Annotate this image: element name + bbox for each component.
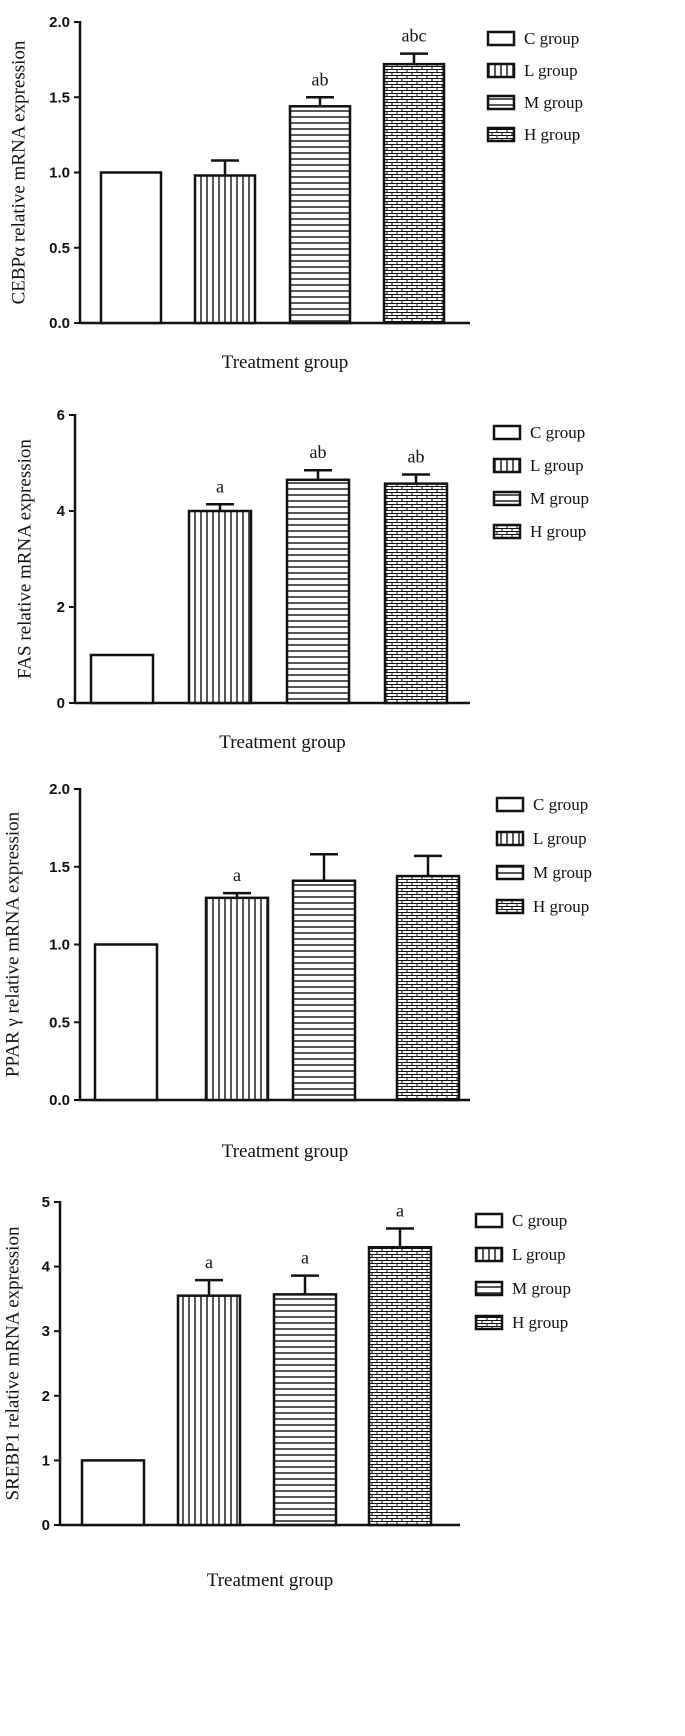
- bar-h-group: [383, 482, 449, 705]
- significance-label-h-group: abc: [402, 26, 427, 46]
- y-tick-label: 2.0: [49, 781, 70, 798]
- legend-label-l-group: L group: [524, 61, 578, 80]
- significance-label-l-group: a: [233, 865, 241, 885]
- bar-m-group: [272, 1293, 338, 1527]
- x-axis-title: Treatment group: [219, 732, 345, 753]
- legend-swatch-m-group: [474, 1280, 504, 1297]
- legend-swatch-h-group: [474, 1314, 504, 1331]
- y-tick-label: 0.5: [49, 1014, 70, 1031]
- bar-h-group: [382, 62, 446, 325]
- bar-m-group: [291, 879, 357, 1102]
- legend-label-m-group: M group: [524, 93, 583, 112]
- y-tick-label: 1.0: [49, 937, 70, 954]
- legend-swatch-m-group: [486, 94, 516, 111]
- y-tick-label: 1.5: [49, 89, 70, 106]
- bar-c-group: [99, 171, 163, 325]
- bar-l-group: [193, 174, 257, 325]
- legend: C group L group M group H group: [495, 795, 592, 916]
- legend-label-l-group: L group: [533, 829, 587, 848]
- legend-swatch-h-group: [492, 523, 522, 540]
- significance-label-h-group: ab: [408, 447, 425, 467]
- legend: C group L group M group H group: [486, 29, 583, 144]
- chart-panel-pparg: 0.0 0.5 1.0 1.5 2.0 a PPAR γ relative mRNA exp…: [2, 781, 592, 1162]
- y-tick-label: 0.0: [49, 1092, 70, 1109]
- legend-label-m-group: M group: [530, 489, 589, 508]
- y-tick-label: 5: [42, 1194, 50, 1211]
- chart-panel-fas: 0 2 4 6 a ab ab FAS relative mRNA expression Tre…: [14, 407, 589, 753]
- y-tick-label: 6: [57, 407, 65, 424]
- y-tick-label: 0: [42, 1517, 50, 1534]
- significance-label-l-group: a: [205, 1252, 213, 1272]
- legend-label-c-group: C group: [530, 423, 585, 442]
- legend-swatch-m-group: [492, 490, 522, 507]
- significance-label-m-group: a: [301, 1248, 309, 1268]
- legend-swatch-l-group: [495, 830, 525, 847]
- y-tick-label: 2: [57, 599, 65, 616]
- legend-label-h-group: H group: [530, 522, 586, 541]
- y-axis-title: FAS relative mRNA expression: [14, 439, 35, 679]
- y-tick-label: 1.5: [49, 859, 70, 876]
- y-tick-label: 2.0: [49, 14, 70, 31]
- significance-label-m-group: ab: [310, 442, 327, 462]
- legend-swatch-m-group: [495, 864, 525, 881]
- legend-label-h-group: H group: [524, 125, 580, 144]
- y-axis-title: PPAR γ relative mRNA expression: [2, 811, 23, 1077]
- chart-panel-srebp1: 0 1 2 3 4 5 a a a SREBP1 relative mRNA expression…: [2, 1194, 571, 1591]
- y-tick-label: 4: [57, 503, 66, 520]
- significance-label-m-group: ab: [312, 69, 329, 89]
- x-axis-title: Treatment group: [222, 352, 348, 373]
- bar-l-group: [176, 1294, 242, 1527]
- bar-l-group: [187, 509, 253, 705]
- y-tick-label: 0.0: [49, 315, 70, 332]
- bar-m-group: [288, 105, 352, 325]
- bar-c-group: [89, 653, 155, 705]
- bar-h-group: [395, 874, 461, 1102]
- legend-swatch-h-group: [495, 898, 525, 915]
- y-tick-label: 0.5: [49, 240, 70, 257]
- legend-label-c-group: C group: [512, 1211, 567, 1230]
- y-axis-title: CEBPα relative mRNA expression: [8, 40, 29, 304]
- x-axis-title: Treatment group: [222, 1141, 348, 1162]
- legend-swatch-l-group: [474, 1246, 504, 1263]
- legend-label-h-group: H group: [533, 897, 589, 916]
- legend-swatch-l-group: [486, 62, 516, 79]
- bar-l-group: [204, 896, 270, 1102]
- significance-label-h-group: a: [396, 1200, 404, 1220]
- y-tick-label: 1: [42, 1452, 50, 1469]
- y-tick-label: 4: [42, 1259, 51, 1276]
- legend-label-m-group: M group: [512, 1279, 571, 1298]
- legend-swatch-l-group: [492, 457, 522, 474]
- legend: C group L group M group H group: [492, 423, 589, 541]
- y-tick-label: 1.0: [49, 165, 70, 182]
- x-axis-title: Treatment group: [207, 1570, 333, 1591]
- y-tick-label: 2: [42, 1388, 50, 1405]
- y-axis-title: SREBP1 relative mRNA expression: [2, 1226, 23, 1500]
- legend-label-m-group: M group: [533, 863, 592, 882]
- legend-swatch-h-group: [486, 126, 516, 143]
- legend-swatch-c-group: [495, 796, 525, 813]
- legend-label-l-group: L group: [530, 456, 584, 475]
- legend-label-l-group: L group: [512, 1245, 566, 1264]
- bar-c-group: [93, 943, 159, 1102]
- significance-label-l-group: a: [216, 476, 224, 496]
- legend-label-c-group: C group: [533, 795, 588, 814]
- legend-label-h-group: H group: [512, 1313, 568, 1332]
- y-tick-label: 0: [57, 695, 65, 712]
- legend-swatch-c-group: [486, 30, 516, 47]
- legend-swatch-c-group: [492, 424, 522, 441]
- y-tick-label: 3: [42, 1323, 50, 1340]
- bar-h-group: [367, 1245, 433, 1527]
- bar-c-group: [80, 1459, 146, 1527]
- legend: C group L group M group H group: [474, 1211, 571, 1332]
- legend-label-c-group: C group: [524, 29, 579, 48]
- chart-panel-cebpa: 0.0 0.5 1.0 1.5 2.0 ab abc CEBPα relative mRNA …: [8, 14, 583, 373]
- legend-swatch-c-group: [474, 1212, 504, 1229]
- bar-m-group: [285, 478, 351, 705]
